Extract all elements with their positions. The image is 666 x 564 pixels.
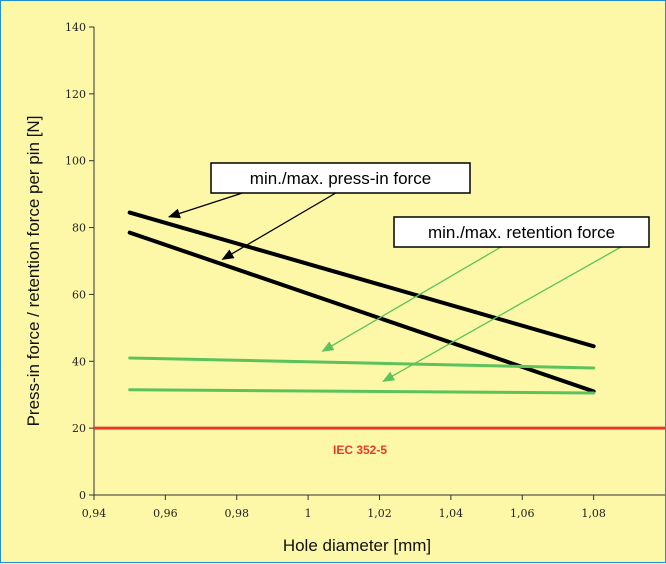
callout-arrow	[321, 246, 502, 352]
y-tick-label: 120	[65, 88, 86, 101]
x-tick-label: 1,08	[581, 507, 606, 520]
x-tick-label: 1,06	[510, 507, 535, 520]
x-tick-label: 0,94	[82, 507, 107, 520]
y-tick-label: 100	[65, 155, 86, 168]
y-tick-label: 140	[65, 21, 86, 34]
y-tick-label: 80	[72, 222, 86, 235]
callout-box	[393, 216, 650, 248]
callout-label: min./max. press-in force	[250, 169, 431, 188]
series-line	[127, 210, 596, 349]
series-line	[128, 388, 596, 395]
x-tick-label: 1,02	[367, 507, 392, 520]
series-line	[128, 356, 596, 370]
callout-arrow	[221, 186, 347, 260]
callout-box	[210, 162, 471, 194]
axes	[89, 26, 665, 500]
y-tick-label: 0	[79, 489, 86, 502]
reference-line-label: IEC 352-5	[333, 443, 387, 457]
x-axis-label: Hole diameter [mm]	[283, 536, 431, 555]
x-tick-label: 0,98	[225, 507, 250, 520]
x-tick-label: 1	[305, 507, 312, 520]
reference-line-group: IEC 352-5	[94, 426, 665, 457]
y-tick-label: 20	[72, 422, 86, 435]
x-tick-labels: 0,94 0,96 0,98 1 1,02 1,04 1,06 1,08	[82, 507, 606, 520]
callouts: min./max. press-in force min./max. retent…	[167, 162, 650, 382]
series-lines	[127, 210, 596, 395]
x-tick-label: 1,04	[439, 507, 464, 520]
y-axis-label: Press-in force / retention force per pin…	[24, 116, 43, 427]
y-tick-label: 60	[72, 288, 86, 301]
y-tick-label: 40	[72, 355, 86, 368]
callout-arrow	[382, 246, 622, 382]
y-tick-labels: 0 20 40 60 80 100 120 140	[65, 21, 86, 502]
x-tick-label: 0,96	[153, 507, 178, 520]
callout-label: min./max. retention force	[428, 223, 615, 242]
